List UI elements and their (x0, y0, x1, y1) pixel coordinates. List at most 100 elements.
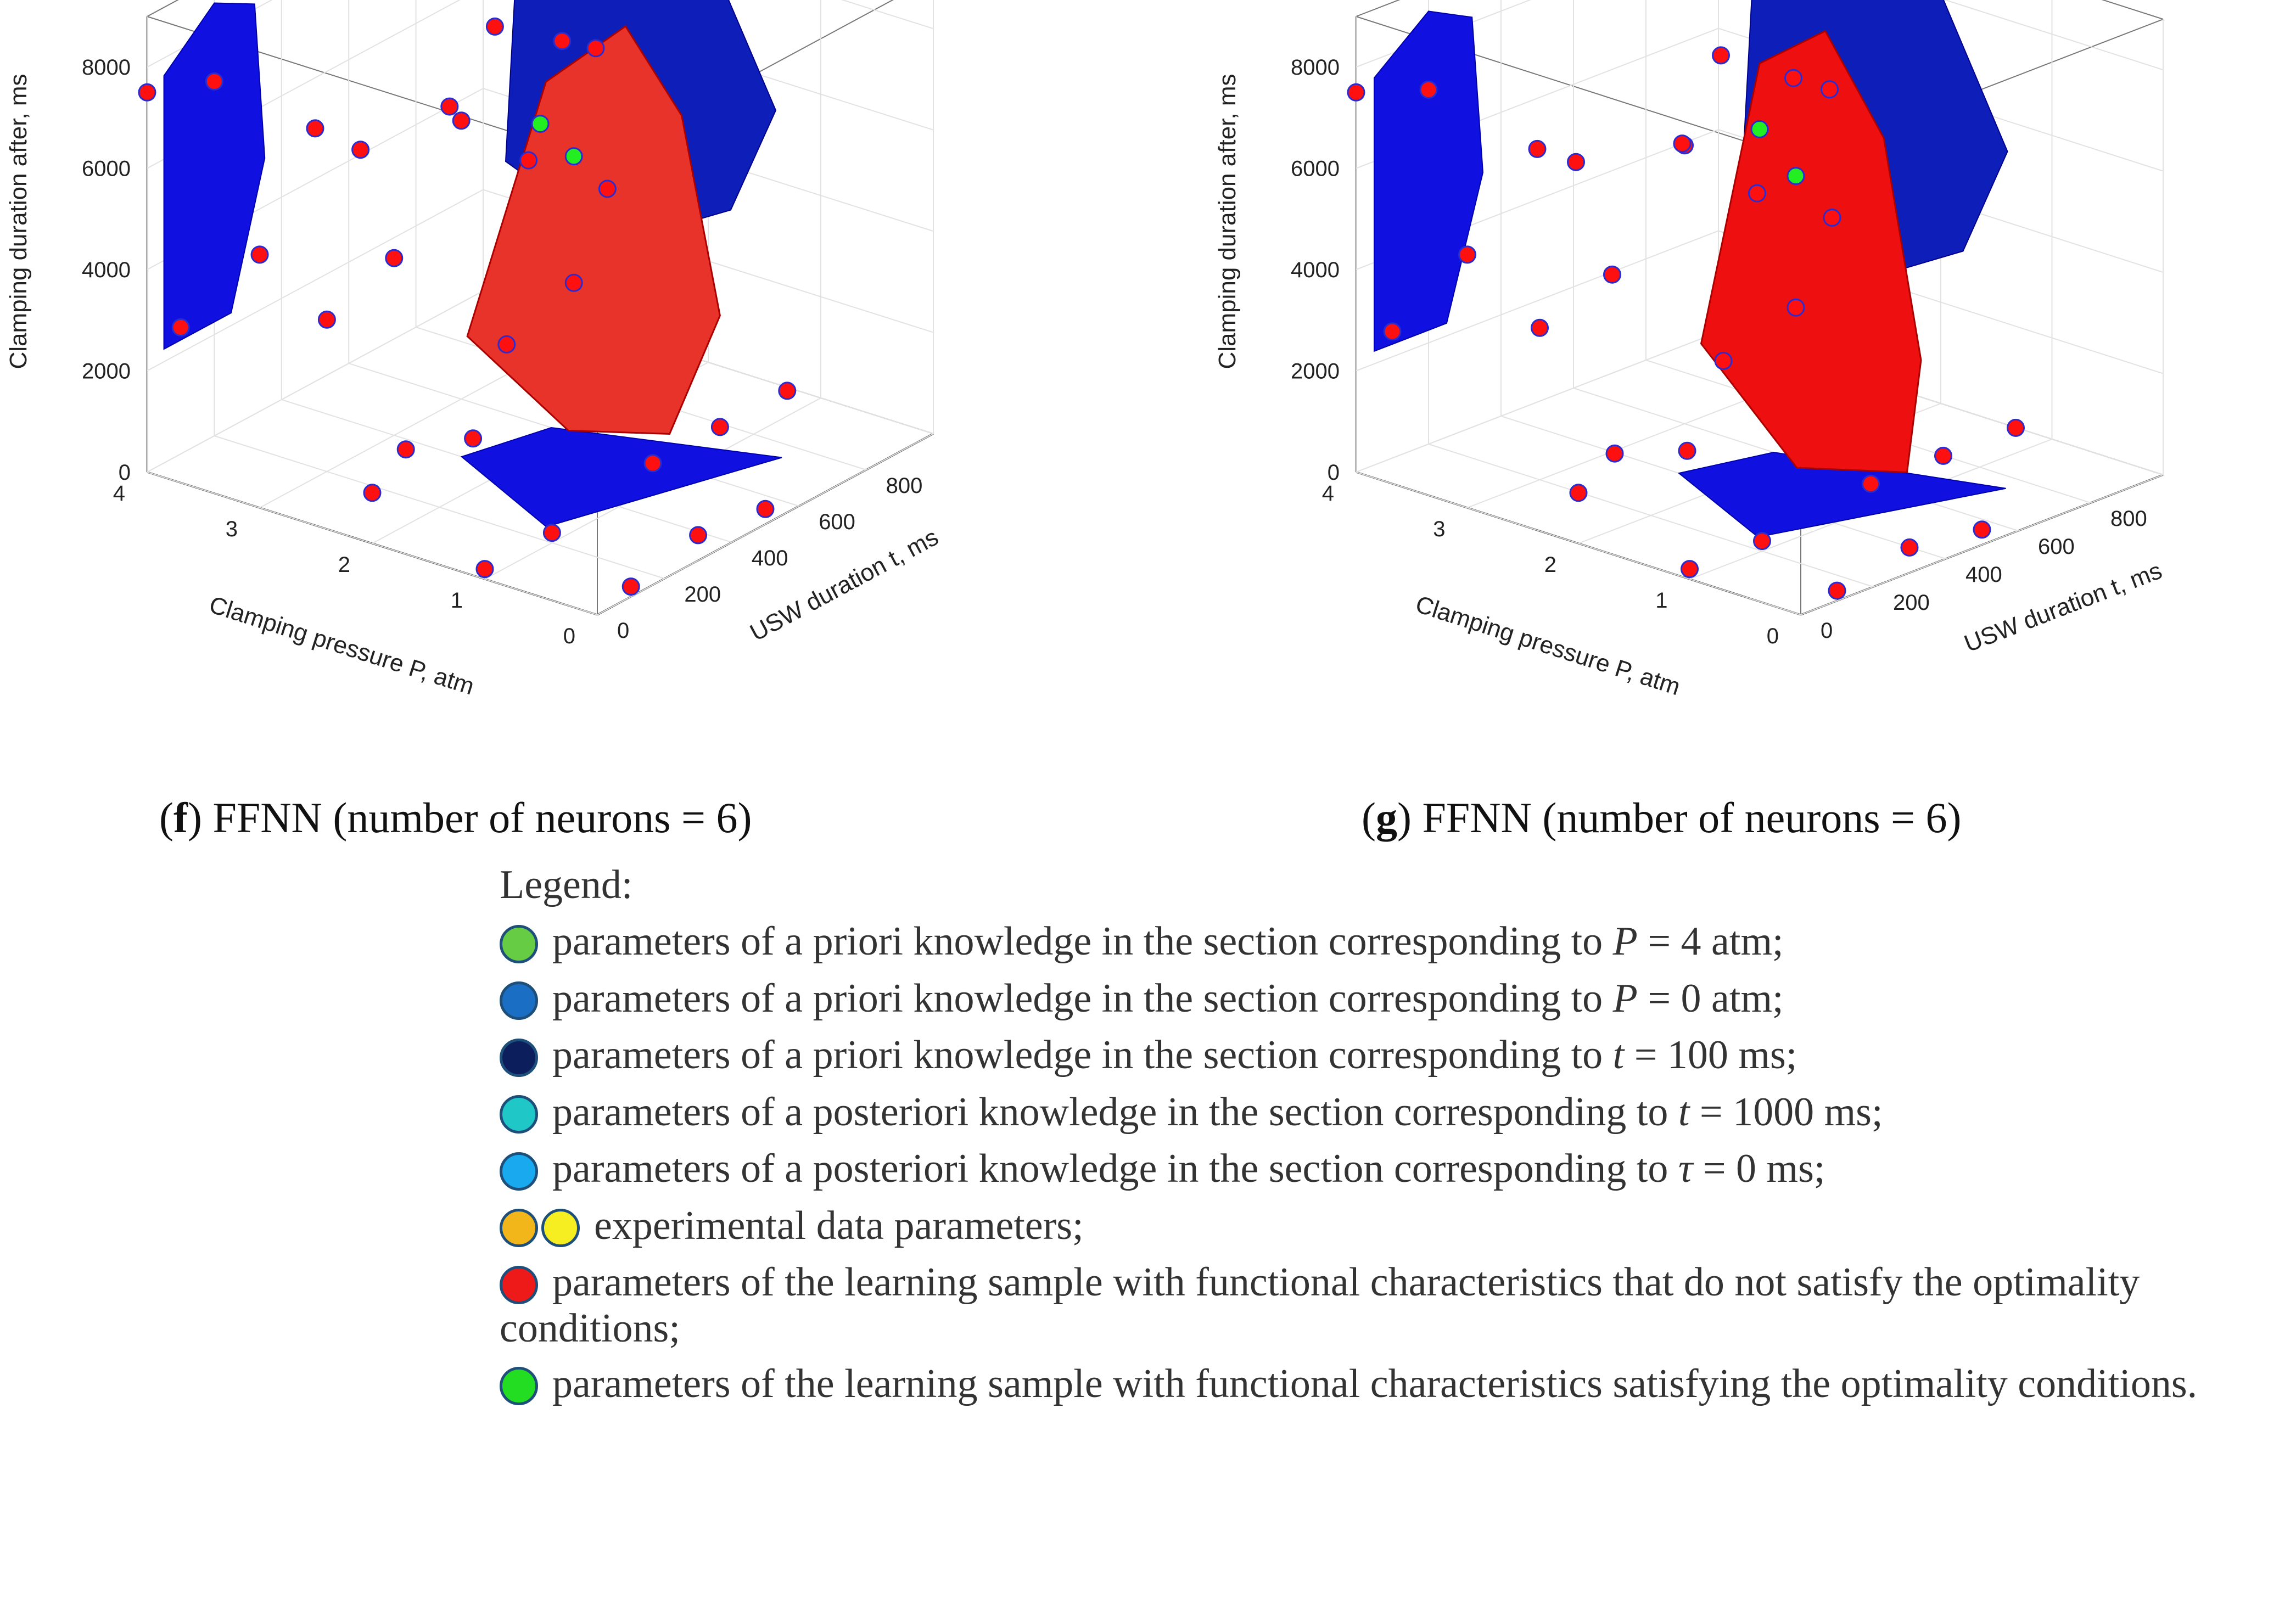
legend-swatch-group (500, 1147, 541, 1191)
z-tick-label: 2000 (82, 360, 131, 384)
point-not-optimal (497, 335, 516, 354)
grid-line (841, 0, 934, 30)
point-not-optimal (1828, 581, 1846, 600)
point-not-optimal (2007, 418, 2025, 437)
y-tick-label: 4 (1322, 481, 1334, 506)
point-not-optimal (385, 249, 404, 267)
x-tick-label: 0 (617, 619, 629, 643)
point-not-optimal (1787, 298, 1805, 317)
point-not-optimal (1681, 560, 1699, 579)
point-not-optimal (598, 179, 617, 198)
point-not-optimal (1934, 446, 1952, 465)
legend-swatch-group (500, 1034, 541, 1077)
surface-optimal-region (466, 25, 721, 435)
point-not-optimal (542, 524, 561, 542)
legend-item: parameters of the learning sample with f… (500, 1258, 2284, 1349)
x-tick-label: 400 (1965, 563, 2002, 587)
z-tick-label: 8000 (82, 55, 131, 80)
grid-line (147, 290, 484, 473)
legend-swatch-group (500, 920, 541, 963)
point-not-optimal (1821, 80, 1839, 99)
z-tick-label: 4000 (1291, 258, 1340, 282)
point-not-optimal (205, 72, 223, 91)
x-tick-label: 800 (2110, 507, 2147, 531)
x-tick-label: 0 (1821, 619, 1833, 643)
caption-f: (f) FFNN (number of neurons = 6) (159, 794, 752, 841)
legend-item: parameters of the learning sample with f… (500, 1360, 2284, 1406)
surface-region-tau0 (1677, 451, 2006, 538)
point-not-optimal (1567, 153, 1585, 171)
point-not-optimal (351, 141, 370, 159)
legend-item: experimental data parameters; (500, 1202, 2284, 1248)
legend-title: Legend: (500, 862, 633, 907)
y-tick-label: 3 (226, 517, 238, 541)
legend-item-text: parameters of a priori knowledge in the … (552, 919, 1784, 964)
point-optimal (564, 147, 583, 166)
legend-item-text: experimental data parameters; (594, 1203, 1084, 1248)
point-optimal (1787, 167, 1805, 186)
point-not-optimal (1712, 46, 1730, 65)
legend-swatch-group (500, 977, 541, 1020)
grid-line (1800, 474, 2164, 615)
x-tick-label: 200 (684, 582, 721, 607)
grid-line (1944, 0, 2164, 71)
point-not-optimal (440, 97, 459, 116)
x-tick-label: 400 (752, 546, 788, 570)
y-axis-label: Clamping pressure P, atm (206, 591, 477, 700)
point-not-optimal (586, 39, 605, 58)
y-tick-label: 2 (1544, 553, 1556, 577)
point-not-optimal (778, 381, 797, 400)
legend-item: parameters of a priori knowledge in the … (500, 917, 2284, 963)
x-tick-label: 600 (819, 510, 855, 534)
point-not-optimal (553, 32, 572, 51)
legend-swatch-group (500, 1362, 541, 1406)
legend-swatch-circle (500, 1265, 538, 1304)
grid-line (1356, 332, 1719, 473)
legend-swatch-circle (500, 1209, 538, 1248)
z-tick-label: 0 (1328, 461, 1340, 485)
point-optimal (531, 115, 550, 133)
x-tick-label: 800 (886, 474, 923, 498)
z-tick-label: 4000 (82, 258, 131, 282)
point-not-optimal (363, 484, 382, 502)
z-tick-label: 2000 (1291, 360, 1340, 384)
point-not-optimal (1748, 184, 1766, 203)
legend-swatch-circle (500, 1095, 538, 1134)
y-tick-label: 4 (113, 481, 125, 506)
legend-swatch-group (500, 1090, 541, 1134)
point-not-optimal (710, 418, 729, 436)
x-axis-label: USW duration t, ms (746, 524, 943, 647)
point-not-optimal (1673, 134, 1692, 153)
y-tick-label: 0 (563, 624, 575, 648)
surface-region-p4 (163, 2, 266, 350)
point-not-optimal (171, 318, 190, 336)
z-tick-label: 8000 (1291, 55, 1340, 80)
y-tick-label: 2 (338, 553, 350, 577)
point-not-optimal (396, 440, 415, 459)
point-not-optimal (452, 111, 471, 130)
point-not-optimal (306, 119, 324, 138)
surface-optimal-region (1700, 30, 1922, 474)
y-tick-label: 3 (1433, 517, 1445, 541)
legend: Legend: parameters of a priori knowledge… (500, 865, 2284, 1416)
point-not-optimal (1528, 139, 1547, 158)
point-optimal (1750, 120, 1769, 138)
point-not-optimal (1419, 80, 1438, 99)
legend-item: parameters of a posteriori knowledge in … (500, 1144, 2284, 1191)
y-tick-label: 1 (1655, 588, 1667, 613)
point-not-optimal (1714, 351, 1733, 370)
legend-swatch-circle (500, 1152, 538, 1191)
point-not-optimal (1753, 532, 1771, 551)
point-not-optimal (756, 500, 775, 518)
point-not-optimal (1823, 209, 1841, 227)
point-not-optimal (1973, 520, 1991, 539)
box-edge (1356, 0, 1401, 17)
point-not-optimal (1458, 245, 1476, 264)
legend-item-text: parameters of a priori knowledge in the … (552, 1033, 1797, 1078)
x-tick-label: 600 (2038, 535, 2075, 559)
point-not-optimal (475, 560, 494, 579)
legend-item-text: parameters of the learning sample with f… (500, 1260, 2140, 1351)
surface-region-tau0 (460, 427, 782, 528)
point-not-optimal (1900, 538, 1919, 557)
